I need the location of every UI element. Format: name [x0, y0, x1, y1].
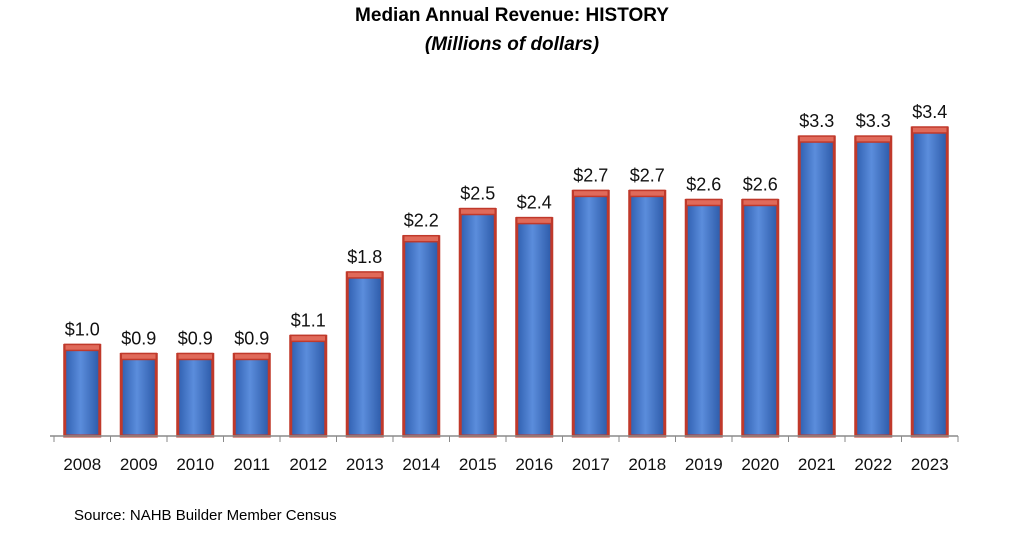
bar-cap [854, 135, 892, 143]
bar-cap [911, 126, 949, 134]
bar-2016 [515, 216, 554, 438]
data-label: $0.9 [234, 328, 269, 348]
bar-rect [345, 271, 384, 438]
bar-cap [346, 271, 384, 279]
bar-2008 [63, 343, 102, 438]
bar-rect [684, 198, 723, 438]
x-axis-ticks: 2008 2009 2010 2011 2012 2013 2014 2015 2016 2017… [53, 436, 959, 474]
chart-title: Median Annual Revenue: HISTORY [355, 5, 669, 26]
bars-group: $1.0 $0.9 $0.9 $0.9 $1.1 $1.8 $2.2 $2.5 $2.4 $2.7… [63, 102, 949, 438]
bar-2013 [345, 271, 384, 438]
x-tick-label: 2011 [233, 455, 270, 474]
bar-rect [289, 334, 328, 438]
bar-rect [402, 235, 441, 438]
bar-cap [741, 198, 779, 207]
data-label: $2.7 [573, 165, 608, 185]
data-label: $2.5 [460, 184, 495, 204]
bar-cap [63, 343, 101, 352]
x-tick-label: 2013 [346, 455, 384, 474]
bar-rect [232, 352, 271, 438]
bar-2017 [571, 189, 610, 438]
bar-2020 [741, 198, 780, 438]
bar-rect [854, 135, 893, 438]
bar-2014 [402, 234, 441, 438]
bar-2022 [854, 135, 893, 438]
x-tick-label: 2014 [402, 455, 440, 474]
bar-cap [572, 189, 610, 198]
bar-rect [515, 217, 554, 438]
x-tick-label: 2021 [798, 455, 836, 474]
bar-2012 [289, 334, 328, 438]
bar-2015 [458, 207, 497, 438]
x-tick-label: 2010 [176, 455, 214, 474]
bar-cap [459, 207, 497, 216]
data-label: $1.1 [291, 310, 326, 330]
bar-cap [685, 198, 723, 207]
bar-2023 [910, 126, 949, 438]
bar-cap [798, 135, 836, 143]
x-tick-label: 2015 [459, 455, 497, 474]
bar-rect [797, 135, 836, 438]
bar-cap [289, 334, 327, 343]
bar-2019 [684, 198, 723, 438]
data-label: $2.6 [686, 174, 721, 194]
data-label: $2.7 [630, 165, 665, 185]
bar-2010 [176, 352, 215, 438]
data-label: $3.4 [912, 102, 947, 122]
bar-rect [63, 343, 102, 438]
x-tick-label: 2008 [63, 455, 101, 474]
bar-2021 [797, 135, 836, 438]
bar-rect [176, 352, 215, 438]
bar-2011 [232, 352, 271, 438]
data-label: $2.6 [743, 174, 778, 194]
x-tick-label: 2017 [572, 455, 610, 474]
bar-2018 [628, 189, 667, 438]
data-label: $2.2 [404, 211, 439, 231]
data-label: $1.0 [65, 319, 100, 339]
data-label: $3.3 [856, 111, 891, 131]
x-tick-label: 2012 [289, 455, 327, 474]
bar-rect [119, 352, 158, 438]
x-tick-label: 2022 [854, 455, 892, 474]
source-note: Source: NAHB Builder Member Census [74, 507, 337, 524]
bar-rect [910, 126, 949, 438]
bar-cap [402, 234, 440, 243]
x-tick-label: 2009 [120, 455, 158, 474]
data-label: $2.4 [517, 193, 552, 213]
bar-cap [176, 352, 214, 361]
bar-2009 [119, 352, 158, 438]
bar-cap [628, 189, 666, 198]
data-label: $0.9 [178, 328, 213, 348]
chart-subtitle: (Millions of dollars) [424, 34, 600, 55]
bar-cap [233, 352, 271, 361]
data-label: $3.3 [799, 111, 834, 131]
x-tick-label: 2023 [911, 455, 949, 474]
bar-rect [741, 198, 780, 438]
x-tick-label: 2019 [685, 455, 723, 474]
bar-cap [515, 216, 553, 225]
x-tick-label: 2018 [628, 455, 666, 474]
bar-rect [458, 208, 497, 438]
bar-rect [628, 189, 667, 438]
x-tick-label: 2020 [741, 455, 779, 474]
data-label: $0.9 [121, 328, 156, 348]
x-tick-label: 2016 [515, 455, 553, 474]
bar-cap [120, 352, 158, 361]
data-label: $1.8 [347, 247, 382, 267]
bar-rect [571, 189, 610, 438]
